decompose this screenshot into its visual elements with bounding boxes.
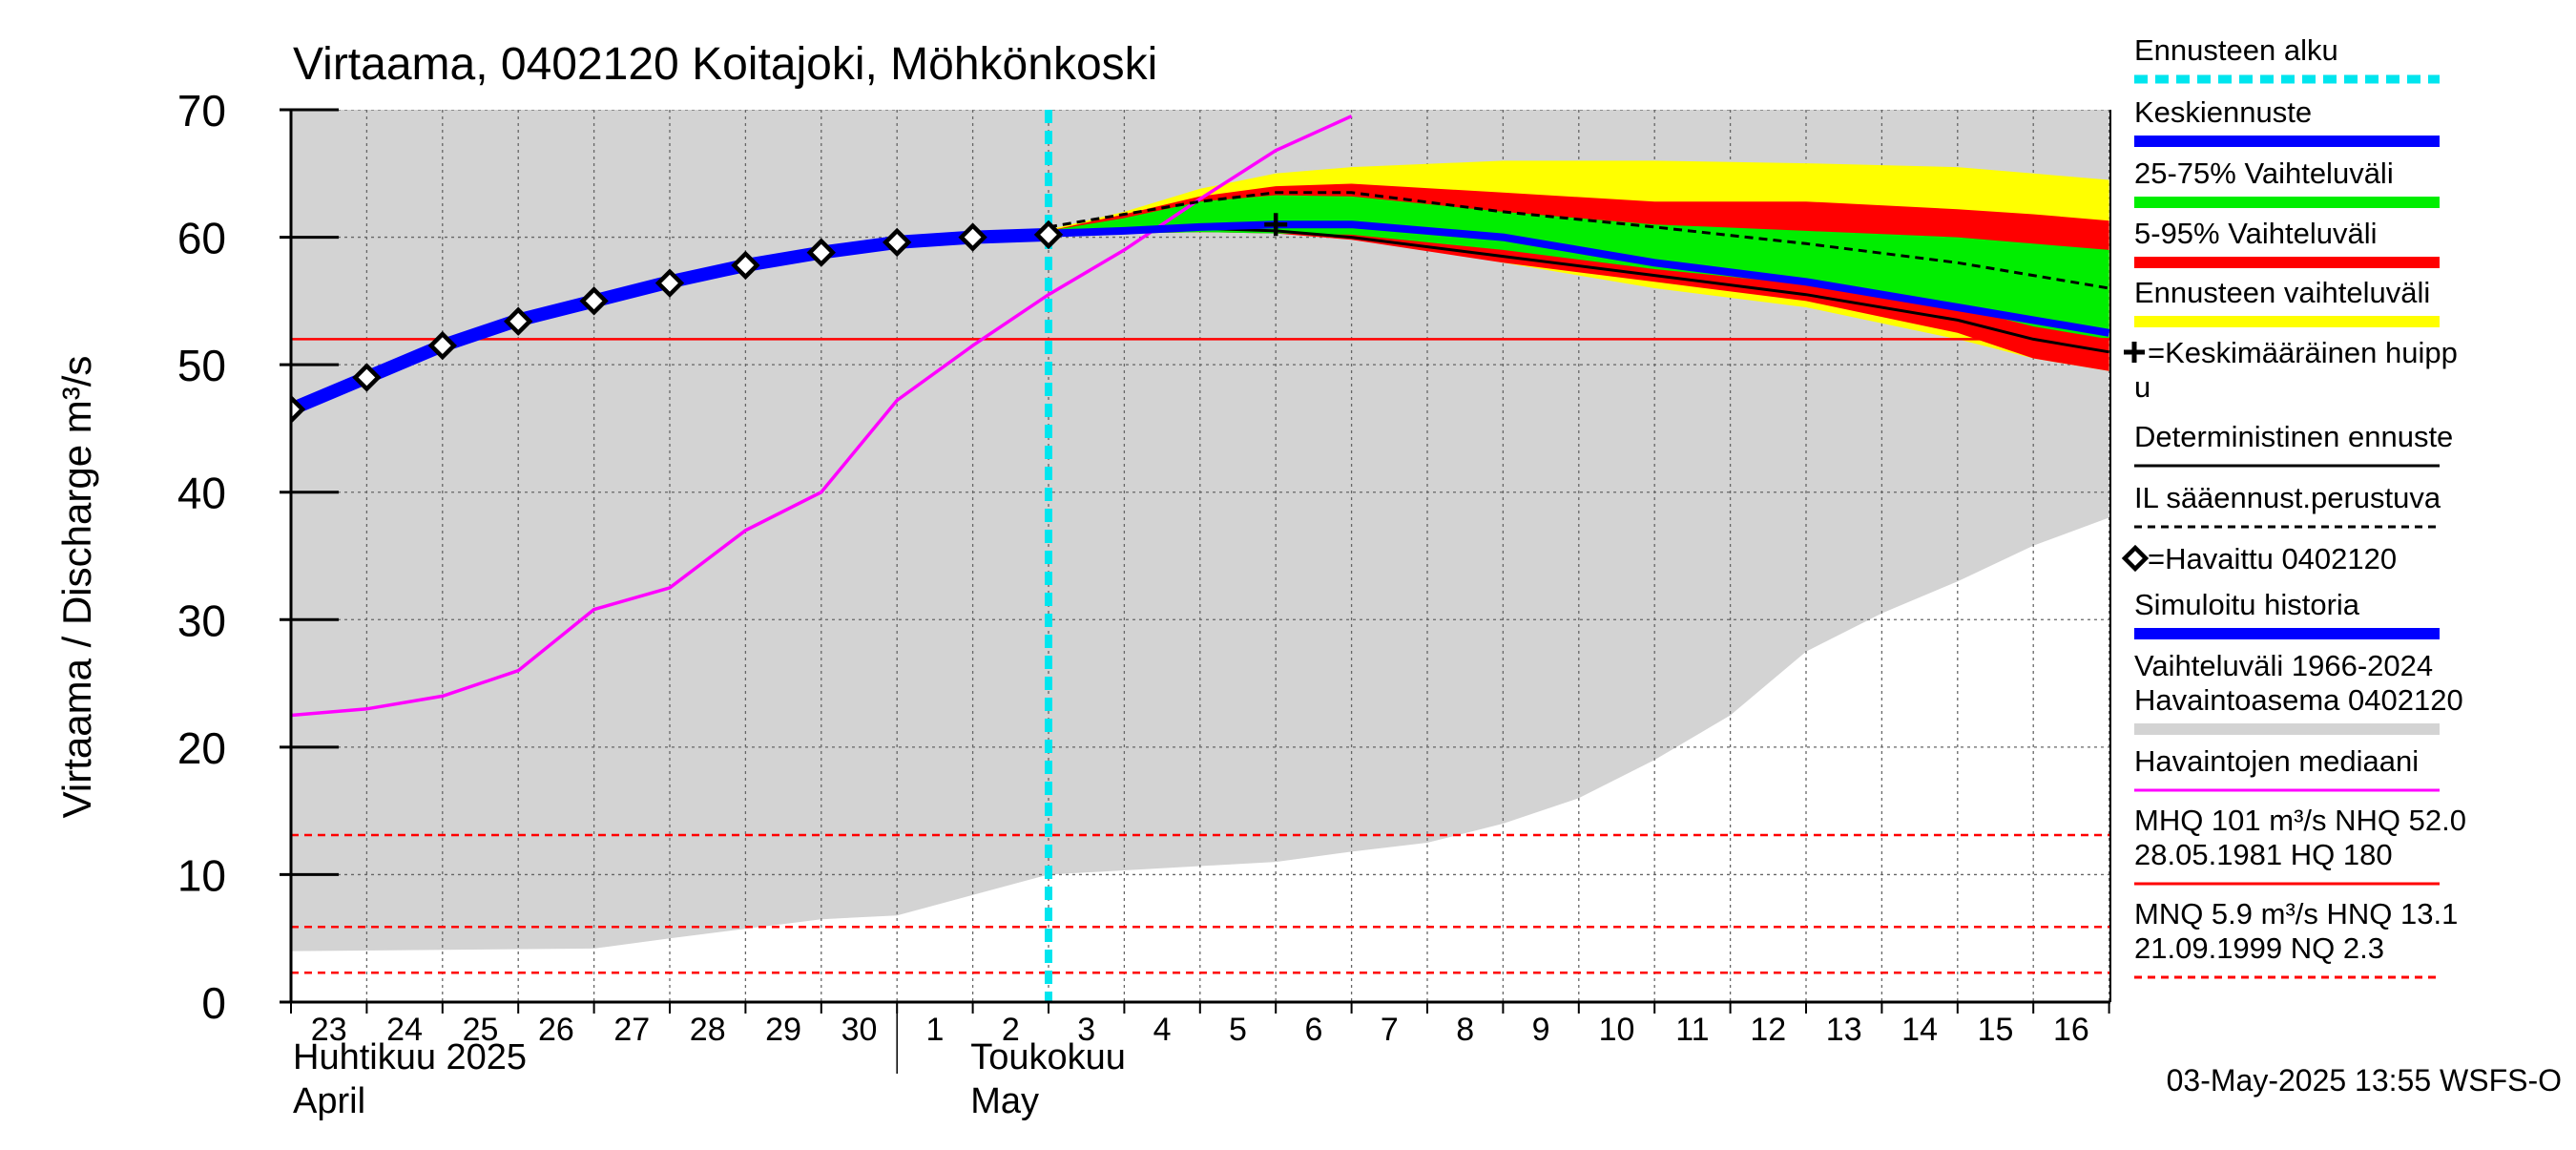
observed-point bbox=[731, 250, 760, 281]
x-tick-label: 9 bbox=[1532, 1012, 1550, 1048]
history-band bbox=[291, 110, 2109, 951]
timestamp: 03-May-2025 13:55 WSFS-O bbox=[2167, 1063, 2562, 1098]
band-25-75 bbox=[1049, 195, 2109, 340]
observed-point bbox=[352, 363, 382, 392]
month-label-fi: Huhtikuu 2025 bbox=[293, 1037, 527, 1077]
x-tick-label: 24 bbox=[386, 1012, 423, 1048]
legend-item-4: Ennusteen vaihteluväli bbox=[2134, 276, 2430, 309]
y-tick-label: 40 bbox=[177, 469, 226, 518]
x-tick-label: 3 bbox=[1077, 1012, 1095, 1048]
observed-point bbox=[291, 394, 306, 425]
legend-item-1: Keskiennuste bbox=[2134, 95, 2312, 129]
y-tick-label: 30 bbox=[177, 596, 226, 645]
y-axis-label: Virtaama / Discharge m³/s bbox=[54, 356, 99, 819]
legend-plus-icon bbox=[2124, 342, 2145, 363]
x-tick-label: 4 bbox=[1153, 1012, 1172, 1048]
legend-item-10-line2: Havaintoasema 0402120 bbox=[2134, 683, 2463, 717]
y-tick-label: 0 bbox=[201, 978, 226, 1028]
x-tick-label: 23 bbox=[311, 1012, 347, 1048]
legend: Ennusteen alku Keskiennuste 25-75% Vaihtel… bbox=[2121, 33, 2466, 979]
x-tick-label: 30 bbox=[841, 1012, 878, 1048]
legend-item-8: =Havaittu 0402120 bbox=[2148, 542, 2397, 575]
x-tick-label: 8 bbox=[1456, 1012, 1474, 1048]
y-tick-label: 70 bbox=[177, 86, 226, 136]
x-tick-label: 5 bbox=[1229, 1012, 1247, 1048]
legend-item-6: Deterministinen ennuste bbox=[2134, 420, 2453, 453]
x-tick-label: 26 bbox=[538, 1012, 574, 1048]
legend-item-11: Havaintojen mediaani bbox=[2134, 744, 2419, 778]
x-tick-label: 25 bbox=[463, 1012, 499, 1048]
month-label-fi: Toukokuu bbox=[970, 1037, 1126, 1077]
legend-item-13: MNQ 5.9 m³/s HNQ 13.1 bbox=[2134, 897, 2458, 930]
x-tick-label: 12 bbox=[1750, 1012, 1786, 1048]
legend-item-7: IL sääennust.perustuva bbox=[2134, 481, 2441, 514]
observed-point bbox=[427, 330, 457, 361]
legend-item-5-line2: u bbox=[2134, 370, 2150, 404]
y-tick-label: 60 bbox=[177, 214, 226, 263]
x-tick-label: 13 bbox=[1826, 1012, 1862, 1048]
x-tick-label: 28 bbox=[690, 1012, 726, 1048]
observed-point bbox=[654, 268, 685, 298]
x-tick-label: 1 bbox=[925, 1012, 944, 1048]
legend-item-2: 25-75% Vaihteluväli bbox=[2134, 157, 2394, 190]
x-tick-label: 14 bbox=[1901, 1012, 1938, 1048]
legend-item-9: Simuloitu historia bbox=[2134, 588, 2360, 621]
x-tick-label: 27 bbox=[613, 1012, 650, 1048]
observed-point bbox=[883, 227, 912, 258]
observed-median-line bbox=[291, 115, 1353, 718]
chart-title: Virtaama, 0402120 Koitajoki, Möhkönkoski bbox=[293, 39, 1157, 90]
x-tick-label: 15 bbox=[1978, 1012, 2014, 1048]
x-tick-label: 29 bbox=[765, 1012, 801, 1048]
y-tick-label: 50 bbox=[177, 341, 226, 390]
legend-item-12: MHQ 101 m³/s NHQ 52.0 bbox=[2134, 804, 2466, 837]
x-tick-label: 2 bbox=[1002, 1012, 1020, 1048]
observed-point bbox=[579, 286, 609, 316]
y-tick-label: 10 bbox=[177, 850, 226, 900]
legend-diamond-icon bbox=[2121, 544, 2150, 573]
mean-peak-marker bbox=[1264, 213, 1288, 237]
observed-point bbox=[806, 238, 836, 267]
month-label-en: May bbox=[970, 1081, 1039, 1121]
x-tick-label: 6 bbox=[1304, 1012, 1322, 1048]
x-tick-label: 11 bbox=[1675, 1012, 1709, 1048]
x-tick-label: 16 bbox=[2053, 1012, 2089, 1048]
legend-item-0: Ennusteen alku bbox=[2134, 33, 2338, 67]
observed-point bbox=[1033, 220, 1064, 250]
mean-forecast-line bbox=[1048, 220, 2110, 337]
plot-content bbox=[291, 110, 2110, 1002]
legend-item-3: 5-95% Vaihteluväli bbox=[2134, 217, 2377, 250]
observed-point bbox=[504, 306, 533, 336]
legend-item-5: =Keskimääräinen huipp bbox=[2148, 336, 2458, 369]
y-tick-label: 20 bbox=[177, 723, 226, 773]
legend-item-13-line2: 21.09.1999 NQ 2.3 bbox=[2134, 931, 2384, 965]
il-forecast-line bbox=[1048, 191, 2109, 290]
plot-area bbox=[291, 110, 2110, 1002]
x-tick-label: 10 bbox=[1599, 1012, 1635, 1048]
observed-point bbox=[958, 222, 987, 252]
legend-item-10: Vaihteluväli 1966-2024 bbox=[2134, 649, 2433, 682]
x-tick-label: 7 bbox=[1381, 1012, 1399, 1048]
legend-item-12-line2: 28.05.1981 HQ 180 bbox=[2134, 838, 2393, 871]
month-label-en: April bbox=[293, 1081, 365, 1121]
